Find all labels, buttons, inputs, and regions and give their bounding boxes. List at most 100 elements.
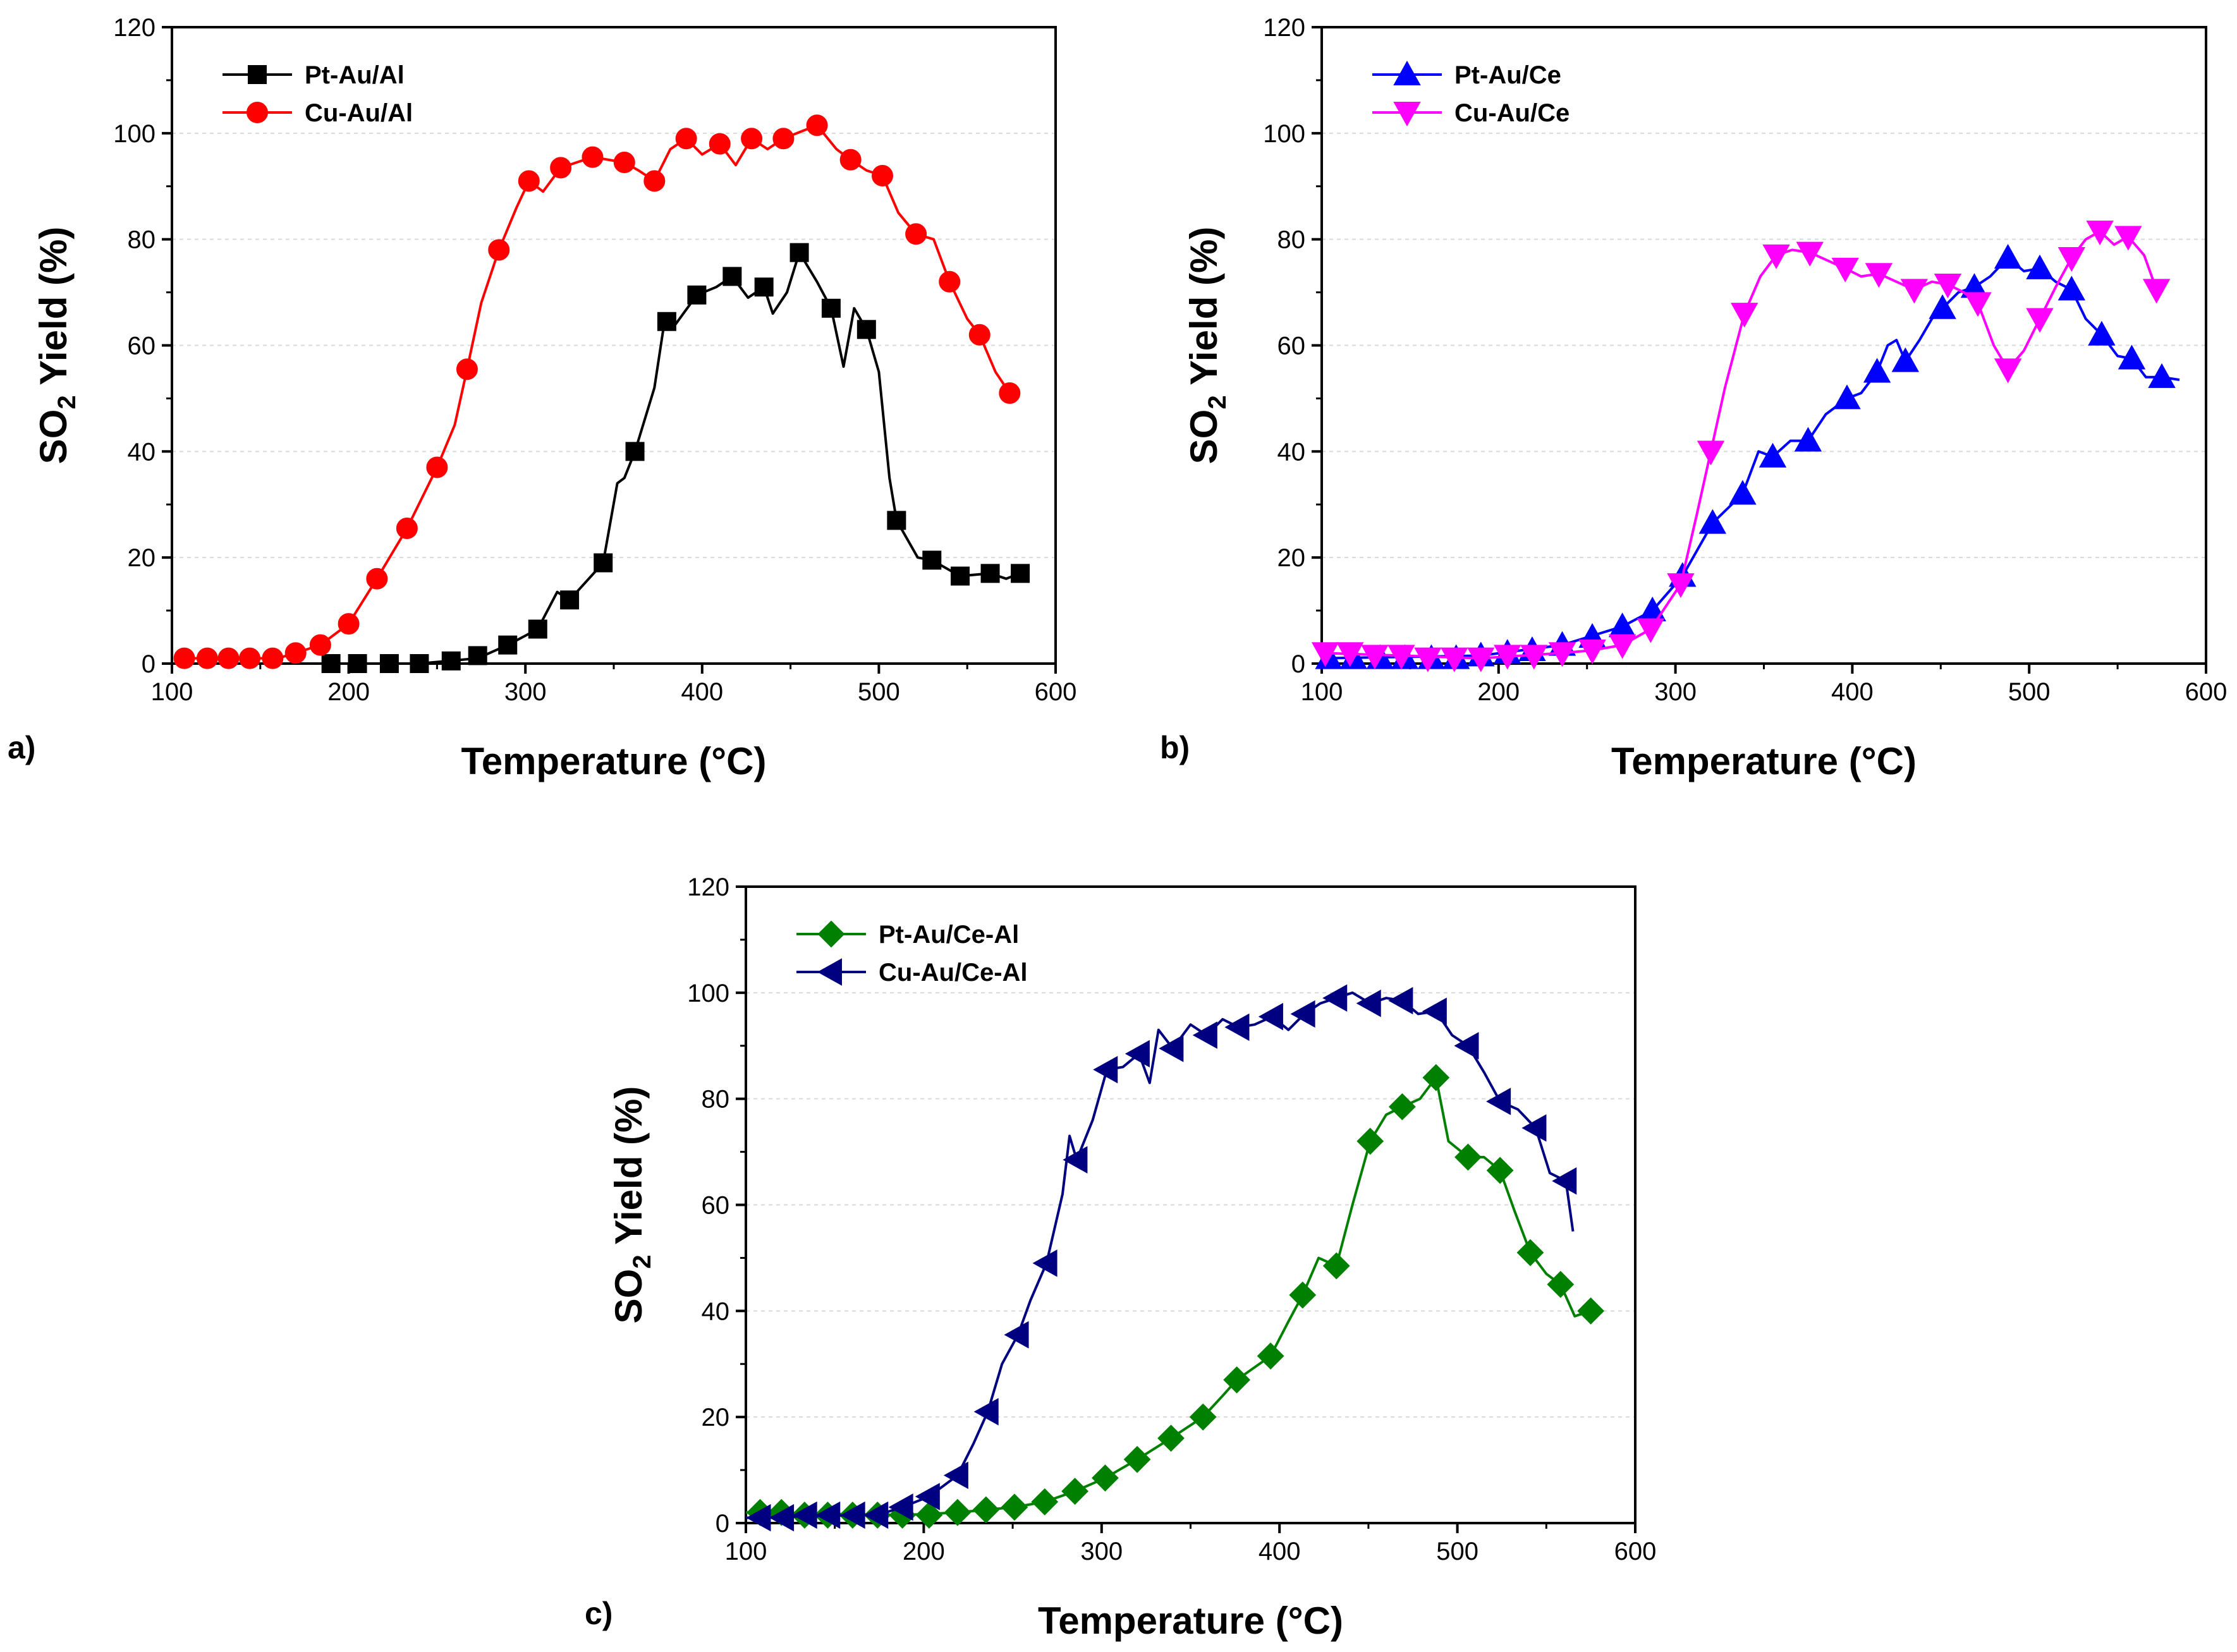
- y-axis-title-subscript: 2: [1204, 395, 1231, 409]
- panel-letter: a): [8, 730, 35, 765]
- data-point: [1578, 640, 1606, 665]
- data-point: [1964, 292, 1992, 317]
- legend-label: Pt-Au/Ce: [1454, 61, 1561, 89]
- y-tick-label: 0: [142, 650, 155, 678]
- data-point: [321, 654, 341, 673]
- data-point: [789, 243, 809, 262]
- data-point: [815, 1501, 841, 1529]
- data-point: [560, 590, 580, 610]
- data-point: [366, 568, 388, 590]
- data-point: [1387, 645, 1415, 670]
- y-tick-label: 80: [1277, 226, 1306, 254]
- data-point: [1125, 1040, 1150, 1068]
- data-point: [348, 654, 367, 673]
- x-tick-label: 300: [504, 678, 547, 706]
- data-point: [1388, 987, 1413, 1015]
- data-point: [1865, 263, 1893, 288]
- data-point: [1929, 294, 1956, 319]
- data-point: [1608, 634, 1637, 659]
- data-point: [1577, 1297, 1605, 1325]
- data-point: [2026, 254, 2054, 279]
- data-point: [441, 651, 461, 671]
- data-point: [239, 647, 261, 669]
- legend-marker: [817, 920, 845, 948]
- series-Cu-Au/Al: [173, 114, 1021, 669]
- data-point: [1123, 1445, 1151, 1473]
- data-point: [1224, 1013, 1250, 1042]
- y-axis-title: SO2 Yield (%): [1183, 227, 1231, 465]
- legend-label: Cu-Au/Al: [305, 99, 413, 127]
- x-tick-label: 400: [1831, 678, 1874, 706]
- x-tick-label: 100: [1301, 678, 1343, 706]
- data-point: [687, 285, 707, 305]
- data-point: [905, 223, 927, 245]
- data-point: [1698, 509, 1727, 534]
- data-point: [887, 511, 906, 530]
- data-point: [1441, 647, 1468, 672]
- y-tick-label: 60: [128, 332, 156, 360]
- data-point: [262, 647, 284, 669]
- data-point: [1731, 303, 1759, 328]
- data-point: [2118, 344, 2146, 370]
- data-point: [1863, 358, 1891, 383]
- y-tick-label: 40: [702, 1297, 730, 1325]
- data-point: [1667, 573, 1695, 598]
- data-point: [968, 324, 990, 346]
- data-point: [1001, 1493, 1028, 1521]
- x-tick-label: 300: [1654, 678, 1697, 706]
- legend-marker: [1393, 60, 1421, 85]
- data-point: [999, 382, 1021, 404]
- x-axis-title: Temperature (°C): [1038, 1600, 1343, 1642]
- y-tick-label: 40: [1277, 438, 1306, 466]
- x-tick-label: 500: [1436, 1538, 1478, 1565]
- data-point: [1159, 1035, 1184, 1062]
- data-point: [456, 358, 478, 380]
- data-point: [2026, 308, 2054, 333]
- data-point: [980, 564, 1000, 583]
- data-point: [1422, 1064, 1450, 1091]
- data-point: [196, 647, 218, 669]
- data-point: [2057, 276, 2086, 301]
- data-point: [410, 654, 429, 673]
- data-point: [1548, 642, 1576, 667]
- data-point: [821, 298, 841, 318]
- data-point: [1552, 1167, 1577, 1195]
- y-tick-label: 120: [1263, 14, 1305, 42]
- data-point: [741, 128, 763, 150]
- y-tick-label: 100: [1263, 120, 1305, 148]
- data-point: [871, 164, 893, 186]
- data-point: [550, 157, 572, 179]
- data-point: [173, 647, 195, 669]
- y-axis-title: SO2 Yield (%): [607, 1086, 656, 1324]
- data-point: [2148, 363, 2176, 388]
- y-tick-label: 80: [702, 1086, 730, 1114]
- y-axis-title-subscript: 2: [53, 395, 81, 409]
- x-tick-label: 300: [1080, 1538, 1123, 1565]
- y-tick-label: 0: [1291, 650, 1305, 678]
- data-point: [1697, 440, 1725, 466]
- data-point: [839, 149, 862, 171]
- data-point: [1994, 243, 2022, 269]
- data-point: [1063, 1146, 1088, 1174]
- data-point: [1467, 647, 1495, 672]
- data-point: [1521, 1114, 1547, 1142]
- data-point: [1258, 1002, 1283, 1031]
- data-point: [396, 518, 418, 540]
- data-point: [915, 1483, 940, 1510]
- y-tick-label: 100: [113, 120, 155, 148]
- x-tick-label: 200: [1477, 678, 1520, 706]
- x-tick-label: 100: [151, 678, 193, 706]
- data-point: [2086, 221, 2114, 246]
- data-point: [1322, 1252, 1350, 1280]
- x-axis-title: Temperature (°C): [461, 740, 767, 782]
- data-point: [1637, 618, 1665, 643]
- data-point: [488, 239, 510, 261]
- series-Cu-Au/Ce: [1311, 221, 2171, 672]
- data-point: [1454, 1143, 1482, 1171]
- data-point: [863, 1501, 889, 1529]
- data-point: [1388, 1093, 1416, 1121]
- data-point: [379, 654, 399, 673]
- legend-marker: [1393, 102, 1421, 127]
- panel-letter: b): [1160, 730, 1190, 765]
